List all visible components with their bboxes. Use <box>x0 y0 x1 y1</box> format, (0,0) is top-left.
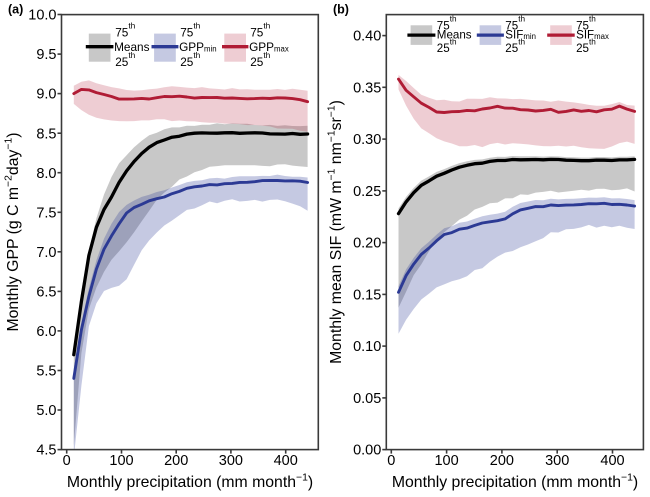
svg-text:100: 100 <box>434 453 458 469</box>
svg-text:9.5: 9.5 <box>36 47 56 63</box>
svg-text:7.0: 7.0 <box>36 245 56 261</box>
svg-text:10.0: 10.0 <box>28 8 56 24</box>
svg-text:0: 0 <box>387 453 395 469</box>
svg-text:5.5: 5.5 <box>36 364 56 380</box>
svg-text:400: 400 <box>600 453 624 469</box>
svg-text:25th: 25th <box>437 37 457 55</box>
svg-text:Monthly precipitation (mm mont: Monthly precipitation (mm month−1) <box>392 473 638 491</box>
svg-text:0.05: 0.05 <box>353 391 381 407</box>
svg-text:(a): (a) <box>8 2 23 16</box>
svg-text:4.5: 4.5 <box>36 443 56 459</box>
svg-text:25th: 25th <box>250 50 270 69</box>
svg-text:75th: 75th <box>437 15 457 33</box>
svg-text:75th: 75th <box>576 15 596 33</box>
svg-text:300: 300 <box>219 453 243 469</box>
svg-text:8.5: 8.5 <box>36 126 56 142</box>
svg-text:100: 100 <box>109 453 133 469</box>
svg-text:Means: Means <box>114 40 150 54</box>
svg-text:Means: Means <box>437 29 472 42</box>
svg-text:200: 200 <box>164 453 188 469</box>
svg-text:6.0: 6.0 <box>36 324 56 340</box>
svg-text:400: 400 <box>274 453 298 469</box>
svg-text:0.25: 0.25 <box>353 184 381 200</box>
svg-text:Monthly precipitation (mm mont: Monthly precipitation (mm month−1) <box>67 473 313 491</box>
svg-text:0.20: 0.20 <box>353 236 381 252</box>
svg-text:0.30: 0.30 <box>353 132 381 148</box>
svg-text:SIFmin: SIFmin <box>505 29 536 42</box>
svg-text:75th: 75th <box>250 21 270 40</box>
svg-text:GPPmax: GPPmax <box>249 40 289 54</box>
svg-text:9.0: 9.0 <box>36 87 56 103</box>
svg-text:0.35: 0.35 <box>353 80 381 96</box>
svg-text:GPPmin: GPPmin <box>179 40 217 54</box>
svg-text:200: 200 <box>490 453 514 469</box>
svg-text:25th: 25th <box>180 50 200 69</box>
svg-text:75th: 75th <box>505 15 525 33</box>
svg-text:0.40: 0.40 <box>353 29 381 45</box>
svg-text:Monthly mean SIF (mW m−1 nm−1s: Monthly mean SIF (mW m−1 nm−1sr−1) <box>327 100 345 364</box>
svg-text:25th: 25th <box>576 37 596 55</box>
svg-text:300: 300 <box>545 453 569 469</box>
svg-text:0: 0 <box>63 453 71 469</box>
svg-text:Monthly GPP (g C m−2day−1): Monthly GPP (g C m−2day−1) <box>4 132 22 331</box>
svg-text:SIFmax: SIFmax <box>576 29 609 42</box>
svg-text:0.10: 0.10 <box>353 339 381 355</box>
svg-text:0.00: 0.00 <box>353 443 381 459</box>
svg-text:6.5: 6.5 <box>36 285 56 301</box>
svg-text:8.0: 8.0 <box>36 166 56 182</box>
svg-text:25th: 25th <box>505 37 525 55</box>
svg-text:(b): (b) <box>333 2 349 16</box>
svg-text:5.0: 5.0 <box>36 403 56 419</box>
svg-text:7.5: 7.5 <box>36 205 56 221</box>
svg-text:75th: 75th <box>115 21 135 40</box>
svg-text:0.15: 0.15 <box>353 288 381 304</box>
svg-text:75th: 75th <box>180 21 200 40</box>
svg-text:25th: 25th <box>115 50 135 69</box>
